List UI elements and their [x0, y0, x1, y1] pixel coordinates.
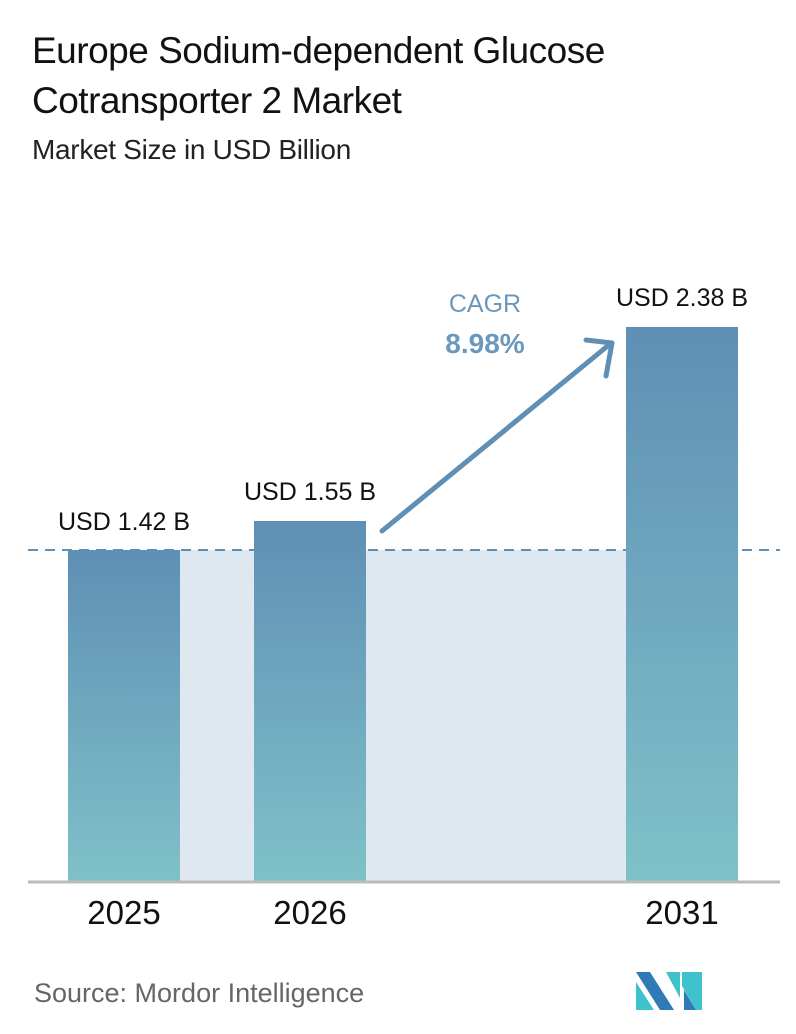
bar-2025 [68, 550, 180, 882]
x-axis-label: 2026 [273, 894, 347, 931]
bar-2031 [626, 327, 738, 882]
cagr-arrow-icon [379, 337, 615, 534]
bar-value-label: USD 2.38 B [615, 284, 748, 312]
x-axis-label: 2025 [87, 894, 161, 931]
chart-title: Europe Sodium-dependent Glucose Cotransp… [32, 30, 605, 121]
mordor-logo-icon [636, 972, 702, 1010]
bar-value-label: USD 1.55 B [243, 478, 376, 506]
background-band [180, 550, 626, 882]
x-axis-label: 2031 [645, 894, 719, 931]
chart-subtitle: Market Size in USD Billion [32, 134, 351, 165]
bar-2026 [254, 521, 366, 882]
bar-value-label: USD 1.42 B [57, 508, 190, 536]
cagr-value: 8.98% [445, 328, 525, 359]
cagr-label: CAGR [448, 290, 522, 318]
source-text: Source: Mordor Intelligence [34, 978, 365, 1008]
